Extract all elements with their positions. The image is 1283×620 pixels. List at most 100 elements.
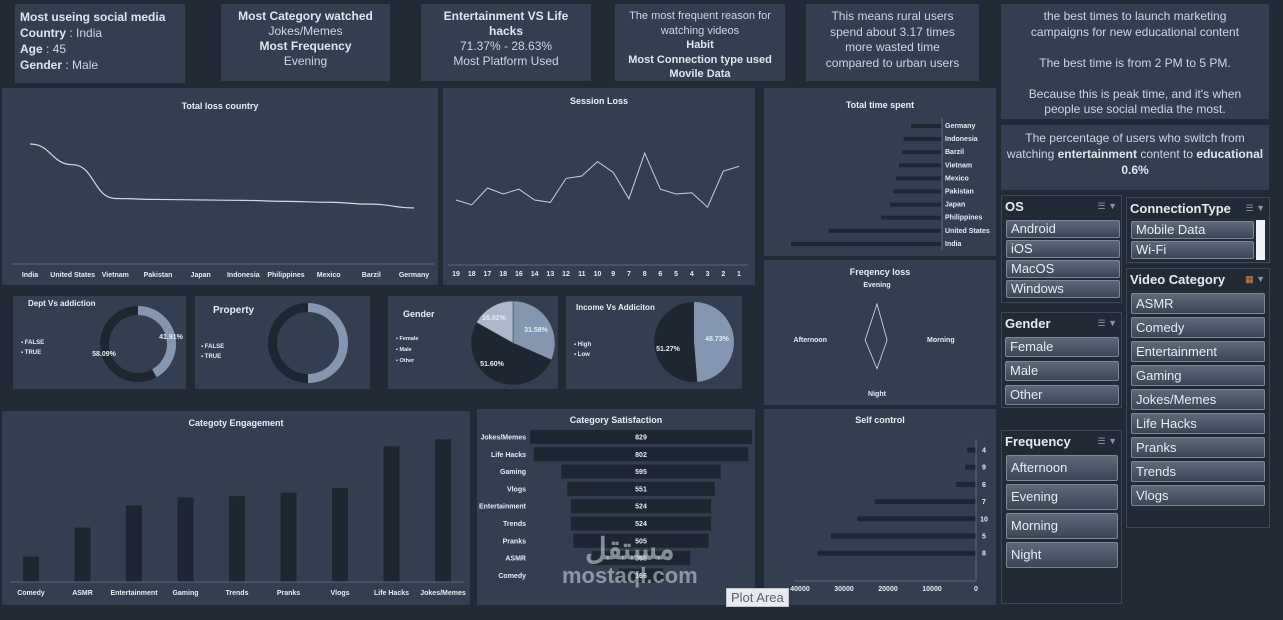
chart-title: Property <box>213 305 255 316</box>
slicer-item-male[interactable]: Male <box>1005 361 1119 381</box>
slicer-connection-type[interactable]: ConnectionType ☰ ▼ Mobile Data Wi-Fi <box>1126 197 1270 263</box>
engagement-bar <box>280 492 297 582</box>
self-control-bar <box>857 516 976 522</box>
kpi-text: Most Platform Used <box>453 54 559 68</box>
slicer-os[interactable]: OS ☰ ▼ Android iOS MacOS Windows <box>1001 195 1122 303</box>
slicer-item-video-category[interactable]: Entertainment <box>1131 341 1265 362</box>
slicer-item-night[interactable]: Night <box>1006 542 1118 568</box>
legend-label: FALSE <box>24 340 45 346</box>
self-control-svg: 4 9 6 7 10 5 8 40000 30000 20000 10000 0 <box>790 439 988 593</box>
dept-legend: ▪ FALSE ▪ TRUE <box>21 338 44 358</box>
kpi-switch-percentage: The percentage of users who switch from … <box>1001 125 1269 190</box>
data-label: 524 <box>635 521 647 528</box>
engagement-bar <box>229 496 245 582</box>
slicer-gender[interactable]: Gender ☰ ▼ Female Male Other <box>1001 312 1122 408</box>
slicer-item-macos[interactable]: MacOS <box>1006 260 1120 278</box>
legend-label: FALSE <box>204 344 225 350</box>
kpi-most-user: Most useing social media Country : India… <box>15 4 185 83</box>
kpi-text: The most frequent reason for <box>629 10 771 22</box>
y-tick-label: Pranks <box>503 538 526 545</box>
filter-clear-icon[interactable]: ☰ ▼ <box>1097 201 1117 211</box>
slicer-item-ios[interactable]: iOS <box>1006 240 1120 258</box>
y-tick-label: 4 <box>982 448 986 455</box>
kpi-text: entertainment <box>1057 147 1137 161</box>
time-spent-bar <box>828 228 941 233</box>
x-tick-label: 40000 <box>790 586 810 593</box>
chart-total-loss-country[interactable]: Total loss country India United States Vie… <box>2 88 438 285</box>
chart-title: Gender <box>403 309 435 319</box>
self-control-bar <box>817 550 976 556</box>
x-tick-label: 11 <box>578 271 586 278</box>
chart-property[interactable]: Property ▪ FALSE ▪ TRUE <box>195 296 370 389</box>
slicer-item-video-category[interactable]: Life Hacks <box>1131 413 1265 434</box>
self-control-bar <box>967 447 976 453</box>
property-legend: ▪ FALSE ▪ TRUE <box>201 342 224 362</box>
kpi-text: : Male <box>65 58 99 72</box>
slicer-item-mobile-data[interactable]: Mobile Data <box>1131 221 1254 239</box>
y-tick-label: Life Hacks <box>491 452 526 459</box>
engagement-bar <box>23 556 39 582</box>
kpi-text: Most Connection type used <box>628 53 772 66</box>
slicer-item-evening[interactable]: Evening <box>1006 484 1118 510</box>
chart-dept-vs-addiction[interactable]: Dept Vs addiction ▪ FALSE ▪ TRUE 41.91% 5… <box>13 296 186 389</box>
radar-axis-label: Morning <box>927 337 955 344</box>
chart-frequency-loss[interactable]: Freqency loss Evening Morning Night Afterno… <box>764 260 996 405</box>
watermark-english: mostaql.com <box>562 563 698 588</box>
chart-self-control[interactable]: Self control 4 9 6 7 10 5 8 40000 30000 20000 1000… <box>764 409 996 605</box>
donut-slice <box>100 306 157 382</box>
slicer-item-other[interactable]: Other <box>1005 385 1119 405</box>
chart-total-time-spent[interactable]: Total time spent Germany Indonesia Barzil V… <box>764 88 996 256</box>
x-tick-label: 5 <box>674 271 678 278</box>
income-pie-svg: 48.73% 51.27% <box>654 302 734 382</box>
radar-polygon <box>864 302 888 370</box>
slicer-item-video-category[interactable]: Vlogs <box>1131 485 1265 506</box>
slicer-item-afternoon[interactable]: Afternoon <box>1006 455 1118 481</box>
x-tick-label: 18 <box>468 271 476 278</box>
pie-slice <box>512 300 556 361</box>
y-tick-label: Jokes/Memes <box>480 435 526 442</box>
chart-gender[interactable]: Gender ▪ Female ▪ Male ▪ Other 31.58% 51.… <box>388 296 558 389</box>
chart-title: Session Loss <box>569 96 629 106</box>
filter-clear-icon[interactable]: ☰ ▼ <box>1245 203 1265 213</box>
slicer-item-video-category[interactable]: Pranks <box>1131 437 1265 458</box>
chart-session-loss[interactable]: Session Loss 19 18 17 18 16 14 13 12 11 10 9 7 8 6 5 4 3… <box>443 88 755 285</box>
x-tick-label: India <box>22 272 38 279</box>
kpi-text: campaigns for new educational content <box>1030 24 1240 39</box>
slicer-scrollbar[interactable] <box>1256 220 1265 260</box>
filter-clear-icon[interactable]: ☰ ▼ <box>1097 436 1117 446</box>
slicer-item-female[interactable]: Female <box>1005 337 1119 357</box>
chart-category-engagement[interactable]: Categoty Engagement Comedy ASMR Entertainm… <box>2 411 470 605</box>
y-tick-label: 5 <box>982 534 986 541</box>
slicer-item-android[interactable]: Android <box>1006 220 1120 238</box>
satisfaction-bar <box>570 499 712 514</box>
chart-income-vs-addiction[interactable]: Income Vs Addiciton ▪ High ▪ Low 48.73% 5… <box>566 296 742 389</box>
x-tick-label: Vlogs <box>330 590 349 597</box>
chart-category-satisfaction[interactable]: Category Satisfaction 829 Jokes/Memes 802 L… <box>477 409 755 605</box>
slicer-item-video-category[interactable]: Gaming <box>1131 365 1265 386</box>
legend-item: ▪ High <box>574 342 592 348</box>
slicer-frequency[interactable]: Frequency ☰ ▼ Afternoon Evening Morning … <box>1001 430 1122 604</box>
slicer-item-windows[interactable]: Windows <box>1006 280 1120 298</box>
slicer-item-video-category[interactable]: Comedy <box>1131 317 1265 338</box>
kpi-most-category: Most Category watched Jokes/Memes Most F… <box>221 4 390 81</box>
legend-label: TRUE <box>204 354 222 360</box>
slicer-item-video-category[interactable]: Jokes/Memes <box>1131 389 1265 410</box>
income-legend: ▪ High ▪ Low <box>574 340 591 360</box>
slicer-item-wifi[interactable]: Wi-Fi <box>1131 241 1254 259</box>
slicer-item-morning[interactable]: Morning <box>1006 513 1118 539</box>
slicer-item-video-category[interactable]: Trends <box>1131 461 1265 482</box>
kpi-best-times: the best times to launch marketing campa… <box>1001 4 1269 119</box>
kpi-text: : 45 <box>46 42 67 56</box>
data-label: 524 <box>635 504 647 511</box>
y-tick-label: India <box>945 241 961 248</box>
x-tick-label: ASMR <box>72 590 93 597</box>
chart-title: Freqency loss <box>849 267 911 277</box>
data-label: 505 <box>635 538 647 545</box>
slicer-item-video-category[interactable]: ASMR <box>1131 293 1265 314</box>
filter-clear-icon[interactable]: ☰ ▼ <box>1097 318 1117 328</box>
slicer-video-category[interactable]: Video Category ▦ ▼ ASMR Comedy Entertainme… <box>1126 268 1270 528</box>
chart-title: Total loss country <box>181 101 259 111</box>
filter-clear-icon[interactable]: ▦ ▼ <box>1245 274 1265 284</box>
pie-slice <box>654 302 698 382</box>
self-control-bar <box>965 464 976 470</box>
